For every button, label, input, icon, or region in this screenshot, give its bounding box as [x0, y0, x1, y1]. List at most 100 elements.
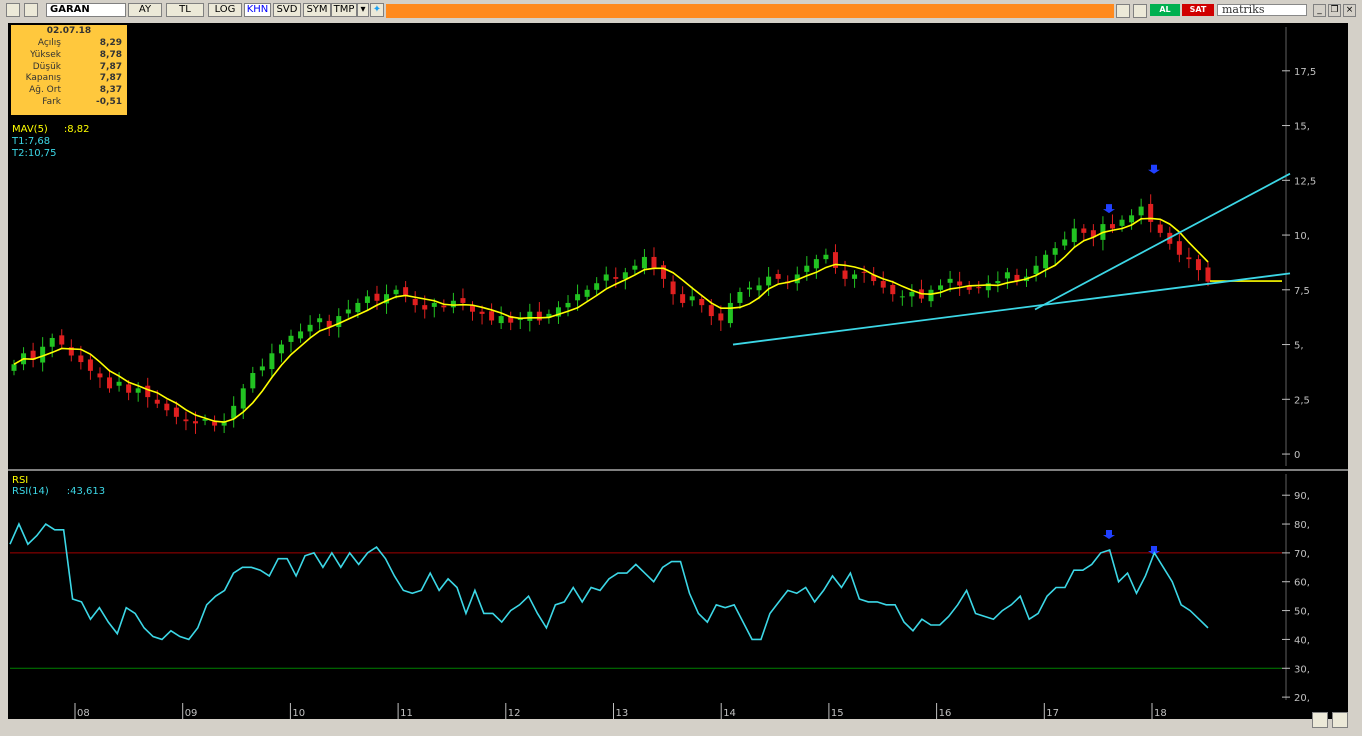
candle-body — [622, 272, 628, 279]
minimize-icon[interactable]: _ — [1313, 4, 1326, 17]
close-icon[interactable]: × — [1343, 4, 1356, 17]
button-tmp[interactable]: TMP — [331, 3, 357, 17]
candle-body — [68, 347, 74, 356]
info-row-open: Açılış 8,29 — [37, 38, 122, 48]
candle-body — [1090, 230, 1096, 238]
candle-body — [489, 311, 495, 321]
price-tick-label: 0 — [1294, 450, 1300, 461]
candle-body — [87, 359, 93, 371]
candle-body — [307, 324, 313, 332]
candle-body — [527, 311, 533, 321]
candle-body — [259, 366, 265, 371]
candle-body — [651, 256, 657, 268]
chart-type-icon[interactable] — [6, 3, 20, 17]
candle-body — [555, 307, 561, 317]
candle-body — [479, 311, 485, 314]
date-tick-label: 08 — [77, 708, 90, 719]
candle-body — [804, 265, 810, 272]
candle-body — [603, 274, 609, 281]
refresh-icon[interactable] — [1312, 712, 1328, 728]
candle-body — [364, 296, 370, 303]
button-log[interactable]: LOG — [208, 3, 242, 17]
candle-body — [1071, 228, 1077, 243]
candle-body — [107, 377, 113, 389]
restore-icon[interactable]: ❐ — [1328, 4, 1341, 17]
rsi-tick-label: 40, — [1294, 635, 1310, 646]
button-tl[interactable]: TL — [166, 3, 204, 17]
candle-body — [393, 289, 399, 295]
horizontal-scrollbar[interactable] — [8, 719, 1308, 731]
candle-body — [928, 289, 934, 302]
candle-body — [469, 305, 475, 312]
candle-body — [565, 302, 571, 308]
price-tick-label: 2,5 — [1294, 395, 1310, 406]
candle-body — [221, 421, 227, 426]
price-tick-label: 12,5 — [1294, 176, 1316, 187]
info-date: 02.07.18 — [46, 26, 92, 36]
candle-body — [212, 421, 218, 426]
candle-body — [183, 419, 189, 422]
candle-body — [431, 302, 437, 307]
candle-body — [450, 300, 456, 308]
candle-body — [737, 291, 743, 303]
candle-body — [30, 350, 36, 360]
candle-body — [1043, 254, 1049, 269]
price-tick-label: 17,5 — [1294, 67, 1316, 78]
envelope-icon[interactable] — [24, 3, 38, 17]
candle-body — [374, 293, 380, 301]
candle-body — [699, 298, 705, 306]
price-tick-label: 10, — [1294, 231, 1310, 242]
candle-body — [59, 335, 65, 345]
button-ay[interactable]: AY — [128, 3, 162, 17]
print-icon[interactable] — [1116, 4, 1130, 18]
candle-body — [326, 320, 332, 328]
candle-body — [546, 313, 552, 318]
symbol-field[interactable]: GARAN — [46, 3, 126, 17]
date-tick-label: 12 — [508, 708, 521, 719]
button-sym[interactable]: SYM — [303, 3, 331, 17]
dropdown-arrow-icon[interactable]: ▾ — [357, 3, 369, 17]
settings-icon[interactable] — [1133, 4, 1147, 18]
candle-body — [1014, 274, 1020, 282]
button-svd[interactable]: SVD — [273, 3, 301, 17]
candle-body — [192, 421, 198, 424]
candle-body — [966, 285, 972, 290]
candle-body — [947, 278, 953, 283]
candle-body — [11, 364, 17, 371]
candle-body — [880, 281, 886, 288]
sell-button[interactable]: SAT — [1182, 4, 1214, 16]
candle-body — [298, 331, 304, 339]
candle-body — [708, 305, 714, 317]
candle-body — [517, 318, 523, 321]
candle-body — [842, 270, 848, 279]
date-tick-label: 10 — [292, 708, 305, 719]
candle-body — [384, 294, 390, 304]
candle-body — [661, 265, 667, 279]
candle-body — [250, 373, 256, 389]
candle-body — [775, 274, 781, 279]
candle-body — [78, 355, 84, 363]
candle-body — [832, 252, 838, 268]
candle-body — [861, 271, 867, 273]
candle-body — [584, 289, 590, 297]
info-row-low: Düşük 7,87 — [32, 61, 122, 72]
rsi-line — [9, 522, 1209, 641]
vertical-scrollbar[interactable] — [1350, 23, 1360, 705]
t2-legend: T2:10,75 — [12, 148, 57, 159]
candle-body — [1205, 267, 1211, 282]
mav-line — [13, 217, 1209, 423]
button-khn[interactable]: KHN — [244, 3, 271, 17]
candle-body — [747, 287, 753, 290]
candle-body — [899, 296, 905, 298]
candle-body — [957, 281, 963, 286]
candle-body — [278, 344, 284, 354]
expand-icon[interactable] — [1332, 712, 1348, 728]
candle-body — [689, 296, 695, 301]
bird-icon[interactable]: ✦ — [370, 3, 384, 17]
candle-body — [1033, 265, 1039, 275]
buy-button[interactable]: AL — [1150, 4, 1180, 16]
candle-body — [1052, 248, 1058, 255]
candle-body — [536, 311, 542, 321]
candle-body — [1138, 206, 1144, 216]
